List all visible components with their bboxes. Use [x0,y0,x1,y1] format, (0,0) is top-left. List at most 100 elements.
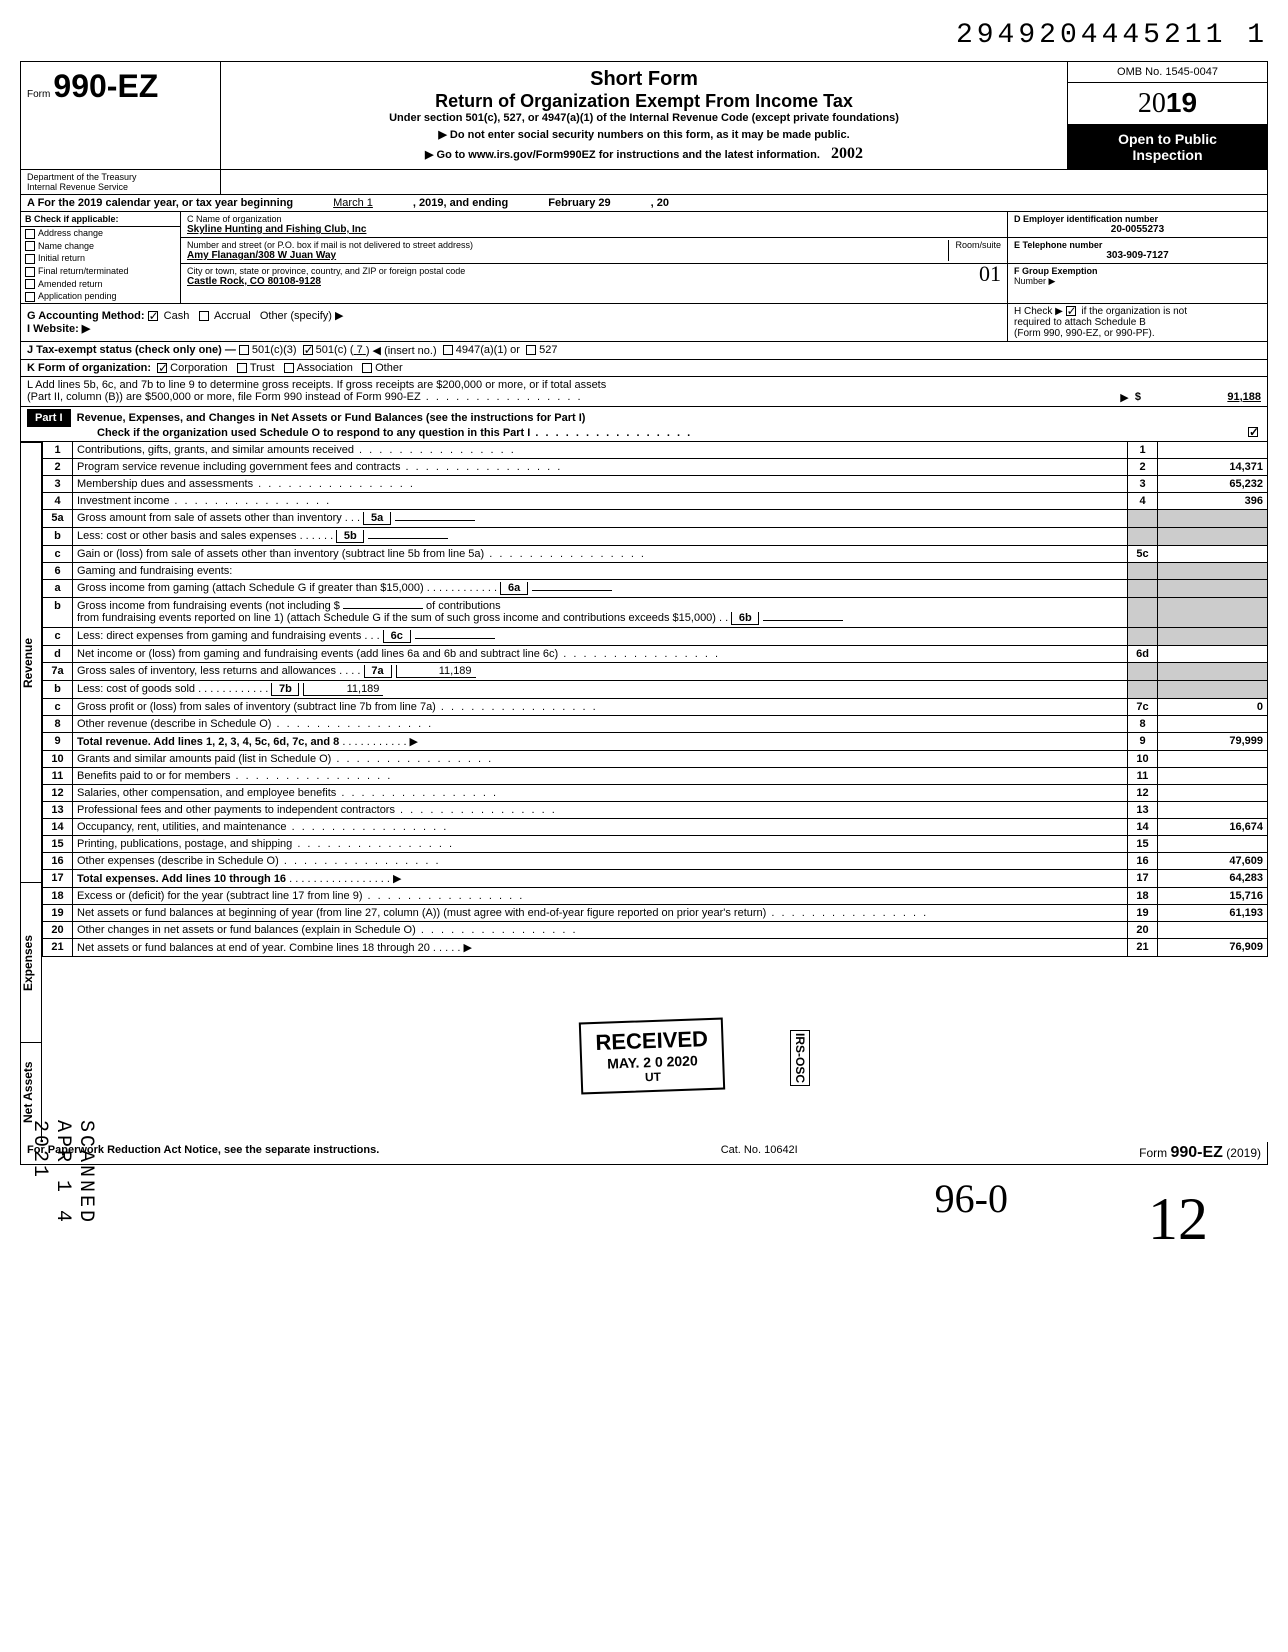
public-line1: Open to Public [1074,131,1261,147]
c-addr: Amy Flanagan/308 W Juan Way [187,250,948,261]
footer-form: Form 990-EZ (2019) [1139,1144,1261,1162]
stamp-ut: UT [645,1070,661,1085]
line-16: 16Other expenses (describe in Schedule O… [43,852,1268,869]
j-4947: 4947(a)(1) or [456,344,520,356]
col-d-e-f: D Employer identification number 20-0055… [1007,212,1267,303]
l-line1: L Add lines 5b, 6c, and 7b to line 9 to … [27,379,606,391]
chk-501c3[interactable] [239,345,249,355]
part-i-header: Part I Revenue, Expenses, and Changes in… [20,407,1268,442]
line-3: 3Membership dues and assessments365,232 [43,475,1268,492]
subtitle-section: Under section 501(c), 527, or 4947(a)(1)… [227,112,1061,124]
h-line3: (Form 990, 990-EZ, or 990-PF). [1014,328,1155,339]
form-number: 990-EZ [53,68,158,104]
line-7a: 7a Gross sales of inventory, less return… [43,662,1268,680]
chk-trust[interactable] [237,363,247,373]
line-5a: 5a Gross amount from sale of assets othe… [43,509,1268,527]
line-14: 14Occupancy, rent, utilities, and mainte… [43,818,1268,835]
line-6: 6Gaming and fundraising events: [43,562,1268,579]
line-18: 18Excess or (deficit) for the year (subt… [43,887,1268,904]
omb-number: OMB No. 1545-0047 [1068,62,1267,83]
public-line2: Inspection [1074,147,1261,163]
line-19: 19Net assets or fund balances at beginni… [43,904,1268,921]
chk-other-org[interactable] [362,363,372,373]
chk-accrual[interactable] [199,311,209,321]
dept-treasury: Department of the Treasury [27,172,214,182]
line-table: 1Contributions, gifts, grants, and simil… [42,442,1268,957]
g-label: G Accounting Method: [27,310,145,322]
row-l: L Add lines 5b, 6c, and 7b to line 9 to … [20,377,1268,407]
side-revenue: Revenue [20,442,42,882]
line-11: 11Benefits paid to or for members11 [43,767,1268,784]
g-cash: Cash [164,310,190,322]
chk-association[interactable] [284,363,294,373]
line-7b: b Less: cost of goods sold . . . . . . .… [43,680,1268,698]
c-addr-label: Number and street (or P.O. box if mail i… [187,240,948,250]
l-arrow: ▶ [1120,391,1128,404]
chk-4947[interactable] [443,345,453,355]
c-org-name: Skyline Hunting and Fishing Club, Inc [187,224,1001,235]
chk-application-pending[interactable]: Application pending [21,290,180,303]
footer: For Paperwork Reduction Act Notice, see … [20,1142,1268,1165]
chk-527[interactable] [526,345,536,355]
c-room-label: Room/suite [948,240,1001,261]
line-6a: a Gross income from gaming (attach Sched… [43,579,1268,597]
row-a-mid: , 2019, and ending [413,197,508,209]
received-stamp: RECEIVED MAY. 2 0 2020 UT [579,1018,726,1095]
chk-501c[interactable] [303,345,313,355]
j-501c: 501(c) ( [316,344,354,356]
footer-cat: Cat. No. 10642I [721,1144,798,1162]
signature-initials: 96-0 [935,1175,1008,1222]
j-label: J Tax-exempt status (check only one) — [27,344,236,356]
side-expenses: Expenses [20,882,42,1042]
chk-amended-return[interactable]: Amended return [21,278,180,291]
line-5c: cGain or (loss) from sale of assets othe… [43,545,1268,562]
e-phone: 303-909-7127 [1014,250,1261,261]
line-6d: dNet income or (loss) from gaming and fu… [43,645,1268,662]
col-b-checkboxes: B Check if applicable: Address change Na… [21,212,181,303]
i-website-label: I Website: ▶ [27,323,90,335]
col-c-org-info: C Name of organization Skyline Hunting a… [181,212,1007,303]
line-4: 4Investment income4396 [43,492,1268,509]
chk-address-change[interactable]: Address change [21,227,180,240]
short-form-title: Short Form [227,68,1061,91]
department-row: Department of the Treasury Internal Reve… [20,170,1268,195]
chk-corporation[interactable] [157,363,167,373]
l-line2: (Part II, column (B)) are $500,000 or mo… [27,391,583,404]
line-12: 12Salaries, other compensation, and empl… [43,784,1268,801]
line-9: 9Total revenue. Add lines 1, 2, 3, 4, 5c… [43,732,1268,750]
chk-schedule-b[interactable] [1066,306,1076,316]
subtitle-ssn: ▶ Do not enter social security numbers o… [227,128,1061,141]
c-city-label: City or town, state or province, country… [187,266,1001,276]
chk-final-return[interactable]: Final return/terminated [21,265,180,278]
h-line2: required to attach Schedule B [1014,317,1146,328]
k-corp: Corporation [170,362,227,374]
row-j: J Tax-exempt status (check only one) — 5… [20,342,1268,360]
year-prefix: 20 [1138,88,1166,119]
scanned-stamp: SCANNED APR 1 4 2021 [28,1120,97,1285]
h-line1b: if the organization is not [1081,306,1187,317]
handwritten-01: 01 [979,261,1001,287]
line-13: 13Professional fees and other payments t… [43,801,1268,818]
chk-schedule-o[interactable] [1248,427,1258,437]
part-i-label: Part I [27,409,71,427]
line-5b: b Less: cost or other basis and sales ex… [43,527,1268,545]
line-21: 21Net assets or fund balances at end of … [43,938,1268,956]
chk-initial-return[interactable]: Initial return [21,252,180,265]
col-h: H Check ▶ if the organization is not req… [1007,304,1267,341]
signature-2: 12 [1148,1185,1208,1254]
k-other: Other [375,362,403,374]
c-name-label: C Name of organization [187,214,1001,224]
stamp-irs-osc: IRS-OSC [790,1030,810,1086]
stamp-received: RECEIVED [595,1026,708,1056]
row-a-begin: March 1 [333,197,373,209]
chk-name-change[interactable]: Name change [21,240,180,253]
line-7c: cGross profit or (loss) from sales of in… [43,698,1268,715]
j-501c-num: 7 [357,344,363,356]
line-6b: b Gross income from fundraising events (… [43,597,1268,627]
g-accrual: Accrual [214,310,251,322]
e-phone-label: E Telephone number [1014,240,1261,250]
line-1: 1Contributions, gifts, grants, and simil… [43,442,1268,459]
k-trust: Trust [250,362,275,374]
chk-cash[interactable] [148,311,158,321]
b-header: B Check if applicable: [21,212,180,227]
